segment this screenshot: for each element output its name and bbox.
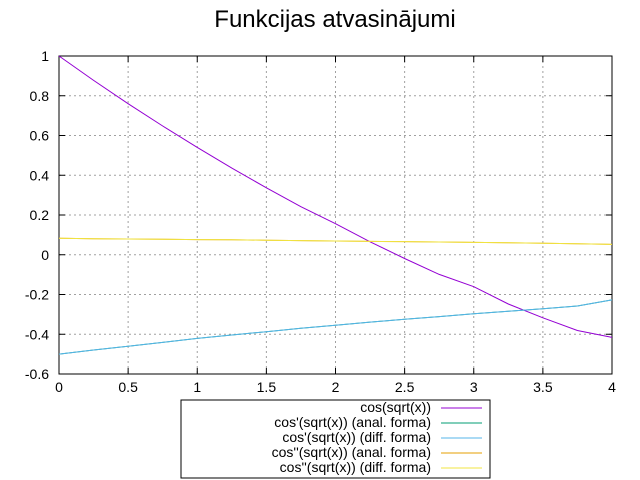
x-tick-label: 0 <box>55 379 63 395</box>
legend-label-2: cos'(sqrt(x)) (anal. forma) <box>274 414 431 430</box>
series-line-3 <box>58 299 613 355</box>
axes: 0 0.5 1 1.5 2 2.5 3 3.5 4 -0.6 -0.4 -0.2 0 0.2 0.4 0.6 0… <box>25 48 616 395</box>
grid <box>59 56 612 374</box>
series-line-1 <box>58 55 613 338</box>
chart-title: Funkcijas atvasinājumi <box>214 6 455 33</box>
y-tick-label: 0.4 <box>30 167 50 183</box>
y-tick-label: 1 <box>41 48 49 64</box>
x-tick-label: 0.5 <box>118 379 138 395</box>
x-tick-label: 3 <box>470 379 478 395</box>
y-tick-label: -0.2 <box>25 287 49 303</box>
y-tick-label: -0.4 <box>25 326 49 342</box>
x-tick-label: 3.5 <box>533 379 553 395</box>
y-tick-label: 0 <box>41 247 49 263</box>
legend-label-5: cos''(sqrt(x)) (diff. forma) <box>280 459 431 475</box>
x-tick-label: 2 <box>332 379 340 395</box>
x-tick-label: 1 <box>193 379 201 395</box>
x-tick-label: 1.5 <box>257 379 277 395</box>
y-tick-label: -0.6 <box>25 366 49 382</box>
y-tick-label: 0.6 <box>30 128 50 144</box>
legend-label-4: cos''(sqrt(x)) (anal. forma) <box>272 444 431 460</box>
y-tick-label: 0.2 <box>30 207 50 223</box>
legend-label-1: cos(sqrt(x)) <box>360 399 431 415</box>
y-tick-label: 0.8 <box>30 88 50 104</box>
series-line-5 <box>58 237 613 245</box>
x-tick-label: 2.5 <box>395 379 415 395</box>
plot-border <box>58 55 613 375</box>
legend-box <box>180 399 491 479</box>
legend: cos(sqrt(x))cos'(sqrt(x)) (anal. forma)c… <box>180 399 491 479</box>
legend-label-3: cos'(sqrt(x)) (diff. forma) <box>282 429 431 445</box>
x-tick-label: 4 <box>608 379 616 395</box>
series-lines <box>58 55 613 355</box>
